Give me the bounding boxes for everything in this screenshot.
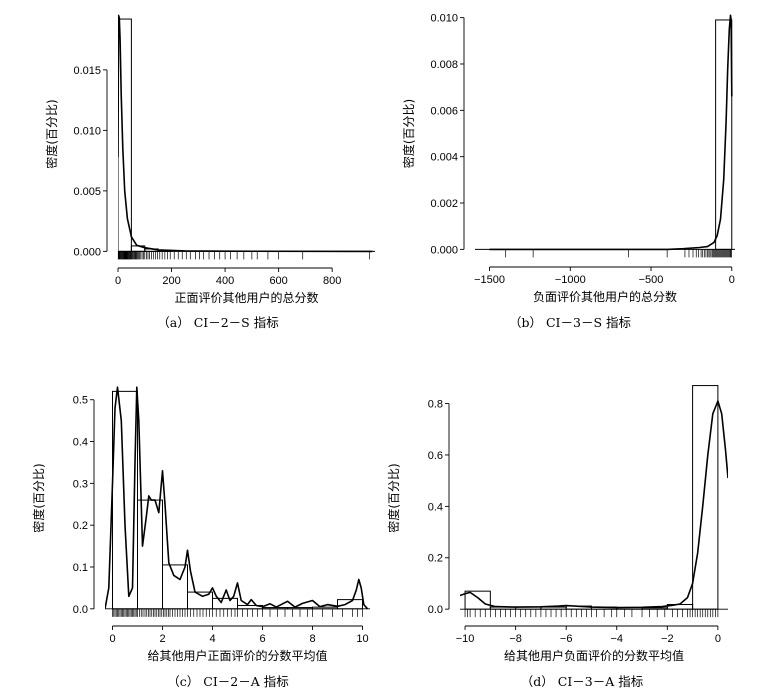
y-tick-label: 0.000 xyxy=(73,246,101,258)
x-tick-label: 0 xyxy=(729,274,735,286)
histogram-bar xyxy=(641,607,668,610)
x-tick-label: 0 xyxy=(115,275,121,287)
y-axis-label: 密度(百分比) xyxy=(401,99,416,168)
x-tick-label: −2 xyxy=(661,633,674,645)
histogram-bar xyxy=(262,607,288,610)
density-curve xyxy=(489,14,733,251)
panel-b: −1500 −1000 −500 0 0.000 0.002 0.004 0.006 0.008… xyxy=(401,13,735,330)
x-tick-label: 800 xyxy=(323,275,341,287)
y-tick-label: 0.008 xyxy=(430,59,458,71)
x-tick-label: −8 xyxy=(509,633,522,645)
x-axis-label: 负面评价其他用户的总分数 xyxy=(533,289,677,304)
panel-caption: （c） CI－2－A 指标 xyxy=(167,674,288,689)
x-tick-label: 400 xyxy=(216,275,234,287)
density-curve xyxy=(105,386,369,610)
y-tick-label: 0.004 xyxy=(430,152,458,164)
density-curve xyxy=(460,400,728,609)
y-tick-label: 0.006 xyxy=(430,105,458,117)
y-tick-label: 0.4 xyxy=(428,501,443,513)
x-axis-label: 正面评价其他用户的总分数 xyxy=(174,290,318,305)
panel-d: −10 −8 −6 −4 −2 0 0.0 0.2 0.4 0.6 0.8 给其他用户负面评价的分数平… xyxy=(386,385,728,689)
x-tick-label: −500 xyxy=(639,274,664,286)
y-tick-label: 0.000 xyxy=(430,244,458,256)
y-tick-label: 0.010 xyxy=(430,13,458,25)
panel-caption: （d） CI－3－A 指标 xyxy=(521,674,643,689)
x-tick-label: 600 xyxy=(269,275,287,287)
y-tick-label: 0.0 xyxy=(428,604,443,616)
x-tick-label: 0 xyxy=(715,633,721,645)
x-tick-label: −1000 xyxy=(555,274,586,286)
x-tick-label: −1500 xyxy=(474,274,505,286)
histogram-bar xyxy=(692,385,719,610)
x-tick-label: 0 xyxy=(109,633,115,645)
y-tick-label: 0.2 xyxy=(428,553,443,565)
density-curve xyxy=(118,14,373,253)
histogram-bar xyxy=(715,19,733,250)
y-axis-label: 密度(百分比) xyxy=(386,463,401,532)
y-tick-label: 0.2 xyxy=(73,520,88,532)
y-tick-label: 0.010 xyxy=(73,125,101,137)
panel-a: 0 200 400 600 800 0.000 0.005 0.010 0.015 正面评价其他用… xyxy=(44,14,375,330)
y-tick-label: 0.0 xyxy=(73,604,88,616)
y-tick-label: 0.4 xyxy=(73,437,88,449)
histogram-bar xyxy=(337,599,363,610)
histogram-bar xyxy=(312,606,338,610)
y-tick-label: 0.8 xyxy=(428,399,443,411)
x-tick-label: 2 xyxy=(159,633,165,645)
x-tick-label: 10 xyxy=(356,633,368,645)
histogram-bar xyxy=(212,597,238,610)
y-tick-label: 0.6 xyxy=(428,450,443,462)
x-tick-label: 200 xyxy=(162,275,180,287)
y-axis-label: 密度(百分比) xyxy=(31,463,46,532)
histogram-bar xyxy=(287,607,313,610)
histogram-bar xyxy=(464,590,491,610)
y-tick-label: 0.002 xyxy=(430,198,458,210)
panel-caption: （a） CI－2－S 指标 xyxy=(157,315,278,330)
x-axis-label: 给其他用户正面评价的分数平均值 xyxy=(147,648,327,663)
panel-c: 0 2 4 6 8 10 0.0 0.1 0.2 0.3 0.4 0.5 给其他用户正面评价的分数平均值… xyxy=(31,386,370,689)
y-tick-label: 0.005 xyxy=(73,186,101,198)
panel-caption: （b） CI－3－S 指标 xyxy=(509,315,631,330)
x-axis-label: 给其他用户负面评价的分数平均值 xyxy=(504,648,684,663)
y-tick-label: 0.1 xyxy=(73,562,88,574)
x-tick-label: −10 xyxy=(456,633,475,645)
x-tick-label: 4 xyxy=(209,633,215,645)
y-tick-label: 0.3 xyxy=(73,478,88,490)
x-tick-label: 8 xyxy=(309,633,315,645)
x-tick-label: −4 xyxy=(610,633,623,645)
y-tick-label: 0.015 xyxy=(73,65,101,77)
x-tick-label: −6 xyxy=(560,633,573,645)
y-tick-label: 0.5 xyxy=(73,395,88,407)
y-axis-label: 密度(百分比) xyxy=(44,99,59,168)
x-tick-label: 6 xyxy=(259,633,265,645)
